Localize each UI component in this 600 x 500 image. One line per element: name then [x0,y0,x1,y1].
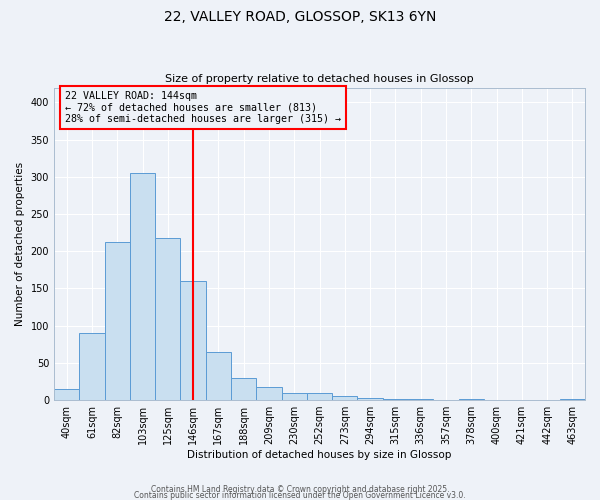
Bar [560,398,585,400]
Bar [256,386,281,400]
Text: 22 VALLEY ROAD: 144sqm
← 72% of detached houses are smaller (813)
28% of semi-de: 22 VALLEY ROAD: 144sqm ← 72% of detached… [65,90,341,124]
Title: Size of property relative to detached houses in Glossop: Size of property relative to detached ho… [165,74,474,84]
Bar [231,378,256,400]
Bar [54,389,79,400]
Bar [155,238,181,400]
Bar [181,281,206,400]
X-axis label: Distribution of detached houses by size in Glossop: Distribution of detached houses by size … [187,450,452,460]
Bar [358,398,383,400]
Bar [281,392,307,400]
Bar [130,173,155,400]
Bar [383,398,408,400]
Bar [206,352,231,400]
Text: Contains HM Land Registry data © Crown copyright and database right 2025.: Contains HM Land Registry data © Crown c… [151,484,449,494]
Bar [104,242,130,400]
Bar [332,396,358,400]
Bar [307,394,332,400]
Bar [79,333,104,400]
Text: Contains public sector information licensed under the Open Government Licence v3: Contains public sector information licen… [134,490,466,500]
Text: 22, VALLEY ROAD, GLOSSOP, SK13 6YN: 22, VALLEY ROAD, GLOSSOP, SK13 6YN [164,10,436,24]
Y-axis label: Number of detached properties: Number of detached properties [15,162,25,326]
